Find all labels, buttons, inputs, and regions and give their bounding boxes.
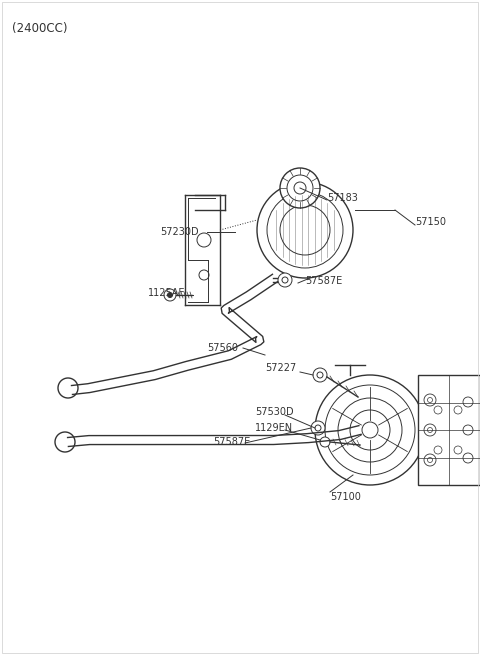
Text: 57183: 57183	[327, 193, 358, 203]
Circle shape	[424, 454, 436, 466]
Text: 57560: 57560	[207, 343, 238, 353]
Bar	[418, 375, 480, 485]
Circle shape	[424, 394, 436, 406]
Circle shape	[257, 182, 353, 278]
Text: 57230D: 57230D	[160, 227, 199, 237]
Circle shape	[197, 233, 211, 247]
Text: 57530D: 57530D	[255, 407, 294, 417]
Circle shape	[315, 375, 425, 485]
Circle shape	[55, 432, 75, 452]
Text: 57587E: 57587E	[305, 276, 342, 286]
Circle shape	[311, 421, 325, 435]
Text: 1129EN: 1129EN	[255, 423, 293, 433]
Text: (2400CC): (2400CC)	[12, 22, 68, 35]
Circle shape	[168, 293, 172, 297]
Circle shape	[463, 453, 473, 463]
Text: 57150: 57150	[415, 217, 446, 227]
Text: 57227: 57227	[265, 363, 296, 373]
Circle shape	[463, 425, 473, 435]
Circle shape	[320, 437, 330, 447]
Text: 1125AE: 1125AE	[148, 288, 185, 298]
Circle shape	[278, 273, 292, 287]
Text: 57100: 57100	[330, 492, 361, 502]
Circle shape	[454, 406, 462, 414]
Circle shape	[434, 406, 442, 414]
Circle shape	[313, 368, 327, 382]
Circle shape	[58, 378, 78, 398]
Text: 57587E: 57587E	[213, 437, 250, 447]
Circle shape	[199, 270, 209, 280]
Circle shape	[434, 446, 442, 454]
Circle shape	[463, 397, 473, 407]
Circle shape	[454, 446, 462, 454]
Circle shape	[164, 289, 176, 301]
Circle shape	[424, 424, 436, 436]
Circle shape	[280, 168, 320, 208]
